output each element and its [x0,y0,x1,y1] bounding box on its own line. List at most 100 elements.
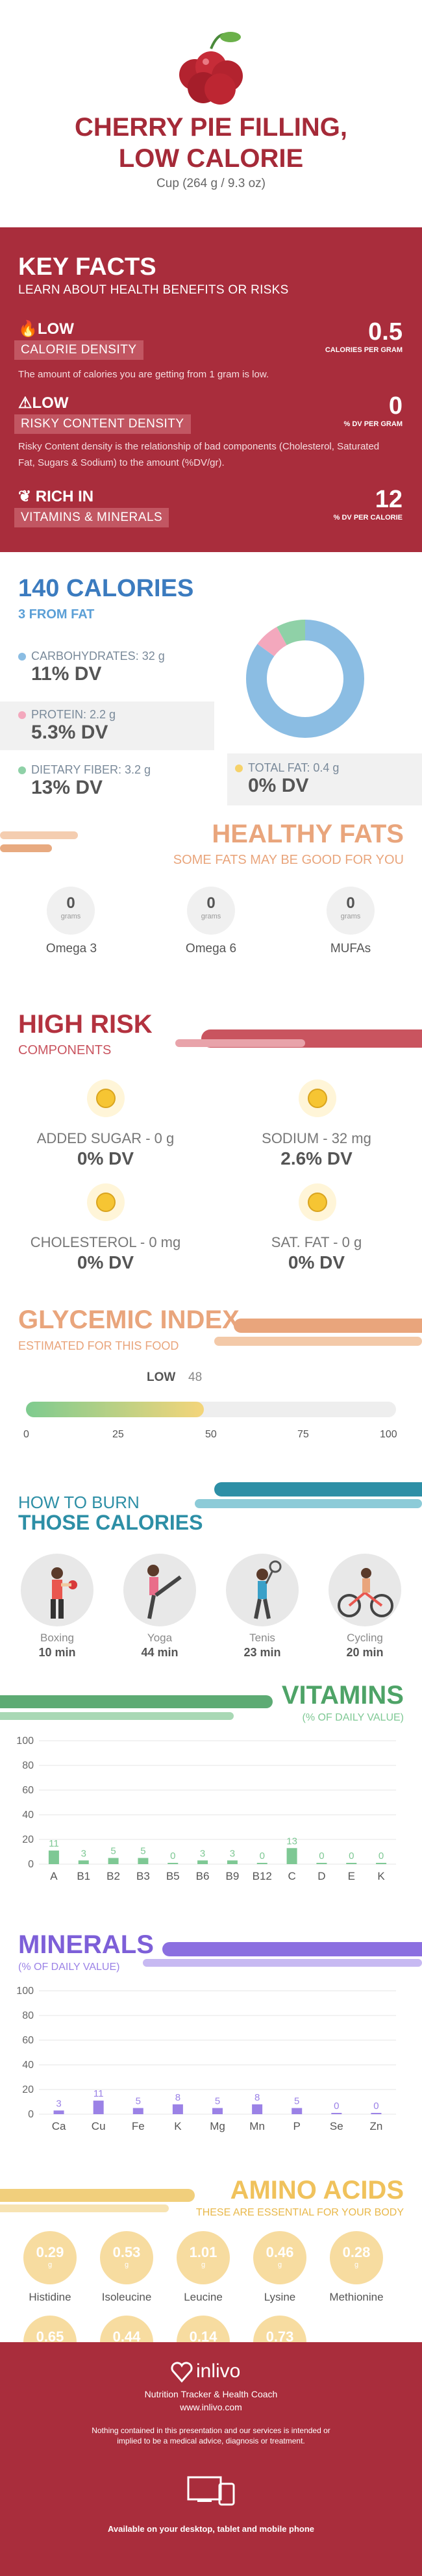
amino-label: Leucine [184,2291,223,2303]
key-facts-title: KEY FACTS [18,253,156,281]
cycling-time: 20 min [346,1646,384,1659]
mineral-bar [292,2108,303,2114]
mineral-category-label: Cu [92,2120,106,2132]
amino-label: Histidine [29,2291,71,2303]
added-sugar-label: ADDED SUGAR - 0 g [36,1130,175,1146]
omega3-label: Omega 3 [45,942,97,955]
vitamin-value-label: 0 [349,1850,354,1862]
added-sugar-dv: 0% DV [77,1148,134,1168]
cherry-icon [179,32,243,105]
amino-value: 0.28 [342,2244,371,2260]
sodium-dv: 2.6% DV [280,1148,353,1168]
amino-value: 1.01 [189,2244,217,2260]
amino-label: Methionine [329,2291,384,2303]
minerals-bar-chart: 100 80 60 40 20 0 3 Ca 11 Cu 5 Fe 8 K 5 Mg 8 Mn 5 P 0 Se 0 Zn [16,1986,396,2132]
burn-title-1: HOW TO BURN [18,1493,140,1512]
vitamin-bar [78,1860,89,1864]
decor-stripe [214,1482,422,1496]
healthy-fats-title: HEALTHY FATS [212,820,404,848]
cycling-icon [329,1554,401,1626]
calorie-density-label: CALORIE DENSITY [14,340,143,360]
amino-title: AMINO ACIDS [230,2176,404,2204]
vitamin-category-label: B5 [166,1870,180,1882]
vitamin-category-label: A [50,1870,58,1882]
mineral-bar [93,2101,104,2114]
hero-section: CHERRY PIE FILLING, LOW CALORIE Cup (264… [0,0,422,227]
cycling-label: Cycling [347,1632,383,1644]
vitamin-category-label: E [348,1870,355,1882]
protein-block: PROTEIN: 2.2 g 5.3% DV [0,701,214,750]
risky-density-tag: ⚠LOW [18,394,69,412]
tennis-label: Tenis [249,1632,275,1644]
mineral-category-label: K [174,2120,182,2132]
calorie-density-tag: 🔥LOW [18,320,74,338]
amino-value: 0.14 [189,2329,217,2345]
page-title: CHERRY PIE FILLING, LOW CALORIE [0,112,422,174]
vitamin-category-label: C [288,1870,295,1882]
disclaimer: Nothing contained in this presentation a… [92,2426,330,2445]
mineral-category-label: P [293,2120,301,2132]
vitamin-value-label: 3 [200,1848,205,1859]
y-tick-label: 100 [16,1736,34,1747]
yoga-time: 44 min [141,1646,179,1659]
y-tick-label: 40 [22,1810,34,1821]
omega6-circle: 0 grams [187,887,235,935]
amino-unit: g [47,2261,53,2269]
vitamin-value-label: 0 [319,1850,324,1862]
y-tick-label: 0 [28,1859,34,1870]
y-tick-label: 100 [16,1986,34,1997]
vitamin-value-label: 0 [379,1850,384,1862]
flame-icon: 🔥 [18,320,38,338]
mineral-category-label: Ca [52,2120,66,2132]
vitamin-bar [168,1863,179,1864]
tennis-time: 23 min [243,1646,281,1659]
mineral-value-label: 8 [254,2092,260,2103]
amino-label: Lysine [264,2291,296,2303]
decor-stripe [214,1337,422,1346]
mineral-category-label: Mn [249,2120,265,2132]
healthy-fats-subtitle: SOME FATS MAY BE GOOD FOR YOU [173,853,404,867]
high-risk-title: HIGH RISK [18,1010,153,1039]
mineral-bar [132,2108,143,2114]
mineral-bar [252,2104,263,2114]
mufa-circle: 0 grams [327,887,375,935]
mineral-value-label: 8 [175,2092,180,2103]
decor-stripe [0,2204,169,2212]
fat-dv: 0% DV [248,775,309,796]
vitamin-bar [376,1863,387,1864]
calories-from-fat: 3 FROM FAT [18,607,95,622]
vitamin-category-label: B9 [226,1870,240,1882]
mineral-bar [212,2108,223,2114]
sodium-label: SODIUM - 32 mg [262,1130,371,1146]
boxing-label: Boxing [40,1632,74,1644]
boxing-time: 10 min [38,1646,76,1659]
amino-circle: 1.01 g [177,2231,230,2284]
vitamin-value-label: 0 [260,1850,265,1862]
donut-slice-fiber [246,620,364,738]
calories-donut-chart [246,620,364,738]
fiber-block: DIETARY FIBER: 3.2 g 13% DV [0,757,214,805]
brand-url[interactable]: www.inlivo.com [180,2402,242,2412]
mineral-value-label: 3 [56,2098,61,2109]
glycemic-fill [26,1402,204,1417]
vitamin-category-label: K [377,1870,385,1882]
decor-stripe [0,844,52,852]
fat-block: TOTAL FAT: 0.4 g 0% DV [227,753,422,805]
cholesterol-label: CHOLESTEROL - 0 mg [30,1234,181,1250]
glycemic-value: 48 [188,1370,203,1384]
vitamins-subtitle: (% OF DAILY VALUE) [302,1712,404,1723]
yoga-icon [123,1554,196,1626]
mineral-value-label: 5 [294,2096,299,2107]
mineral-value-label: 11 [93,2088,104,2099]
glycemic-title: GLYCEMIC INDEX [18,1306,240,1334]
amino-value: 0.73 [266,2329,294,2345]
minerals-subtitle: (% OF DAILY VALUE) [18,1962,120,1973]
vitamin-value-label: 11 [49,1838,59,1849]
sat-fat-label: SAT. FAT - 0 g [271,1234,362,1250]
y-tick-label: 80 [22,1760,34,1771]
decor-stripe [0,831,78,839]
fiber-dot [18,766,26,775]
serving-size: Cup (264 g / 9.3 oz) [156,177,266,190]
mineral-category-label: Se [330,2120,343,2132]
burn-title-2: THOSE CALORIES [18,1511,203,1534]
